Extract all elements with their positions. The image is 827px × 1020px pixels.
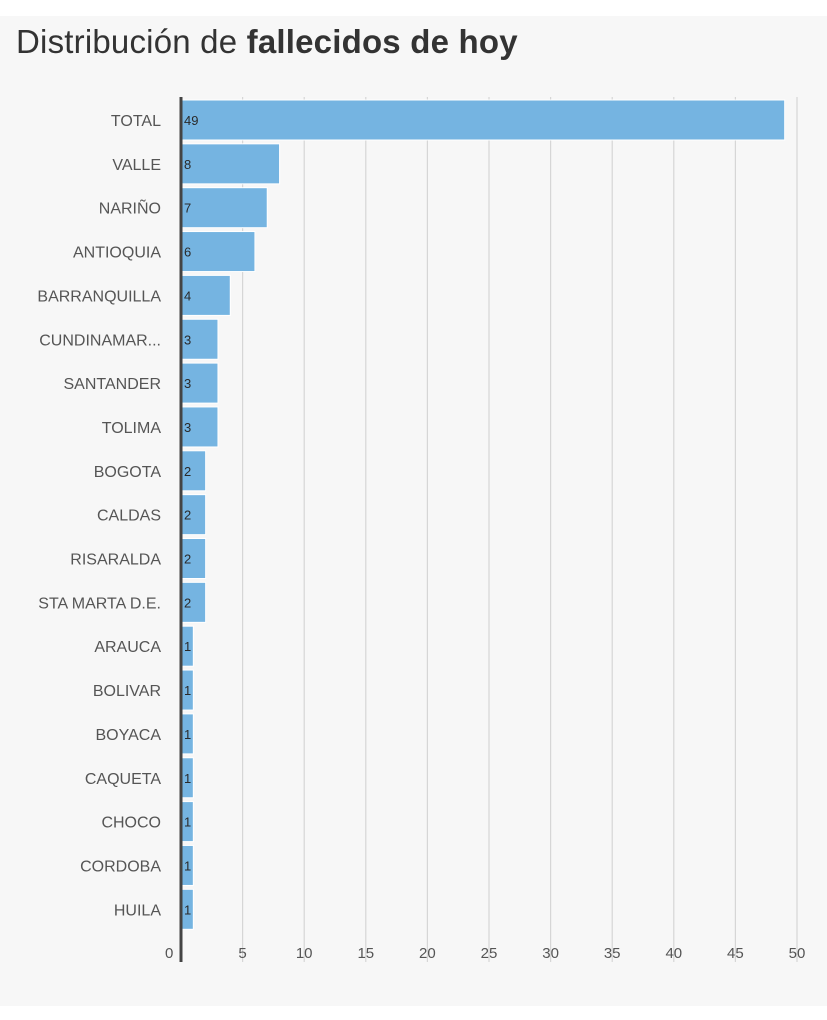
value-label-17: 1 (184, 858, 191, 873)
bar-0 (180, 99, 786, 141)
x-tick-label-0: 0 (165, 945, 173, 962)
category-label-4: BARRANQUILLA (37, 288, 161, 305)
x-tick-label-20: 20 (419, 945, 436, 962)
x-tick-label-15: 15 (357, 945, 374, 962)
value-label-11: 2 (184, 595, 191, 610)
value-label-5: 3 (184, 332, 191, 347)
grid-lines (242, 97, 798, 962)
category-label-1: VALLE (112, 157, 161, 174)
bar-6 (180, 362, 219, 404)
category-label-11: STA MARTA D.E. (38, 595, 161, 612)
value-label-2: 7 (184, 201, 191, 216)
bar-4 (180, 274, 231, 316)
category-label-12: ARAUCA (94, 639, 161, 656)
chart-title-prefix: Distribución de (16, 23, 247, 60)
category-label-5: CUNDINAMAR... (39, 332, 161, 349)
category-label-14: BOYACA (96, 727, 162, 744)
value-label-1: 8 (184, 157, 191, 172)
category-label-16: CHOCO (101, 815, 161, 832)
category-label-6: SANTANDER (64, 376, 162, 393)
chart-panel (0, 16, 827, 1006)
labels: 0 5 10 15 20 25 30 35 40 45 50 TOTAL 49 VALLE 8 NARIÑO 7… (37, 113, 805, 962)
category-label-2: NARIÑO (99, 198, 161, 218)
bars (180, 99, 786, 930)
category-label-15: CAQUETA (85, 771, 161, 788)
bar-10 (180, 538, 207, 579)
x-tick-label-45: 45 (727, 945, 744, 962)
category-label-13: BOLIVAR (93, 683, 161, 700)
value-label-9: 2 (184, 508, 191, 523)
value-label-16: 1 (184, 815, 191, 830)
value-label-8: 2 (184, 464, 191, 479)
value-label-15: 1 (184, 771, 191, 786)
category-label-18: HUILA (114, 902, 161, 919)
bar-9 (180, 494, 207, 536)
value-label-10: 2 (184, 552, 191, 567)
bar-8 (180, 450, 207, 492)
bar-3 (180, 231, 256, 273)
chart-title-bold: fallecidos de hoy (246, 23, 518, 60)
x-tick-label-30: 30 (542, 945, 559, 962)
x-tick-label-35: 35 (604, 945, 621, 962)
bar-11 (180, 581, 207, 623)
x-tick-label-10: 10 (296, 945, 313, 962)
category-label-8: BOGOTA (94, 464, 162, 481)
bar-2 (180, 187, 268, 229)
value-label-13: 1 (184, 683, 191, 698)
category-label-0: TOTAL (111, 113, 161, 130)
value-label-6: 3 (184, 376, 191, 391)
bar-5 (180, 318, 219, 360)
category-label-17: CORDOBA (80, 858, 161, 875)
x-tick-label-5: 5 (238, 945, 246, 962)
category-label-10: RISARALDA (70, 552, 161, 569)
value-label-14: 1 (184, 727, 191, 742)
value-label-7: 3 (184, 420, 191, 435)
x-tick-label-25: 25 (481, 945, 498, 962)
value-label-3: 6 (184, 245, 191, 260)
chart-title: Distribución de fallecidos de hoy (16, 22, 518, 62)
category-label-7: TOLIMA (102, 420, 162, 437)
value-label-0: 49 (184, 113, 198, 128)
bar-1 (180, 143, 281, 185)
bar-7 (180, 406, 219, 448)
x-tick-label-50: 50 (789, 945, 806, 962)
value-label-4: 4 (184, 288, 191, 303)
value-label-18: 1 (184, 902, 191, 917)
value-label-12: 1 (184, 639, 191, 654)
category-label-9: CALDAS (97, 508, 161, 525)
x-tick-label-40: 40 (665, 945, 682, 962)
category-label-3: ANTIOQUIA (73, 245, 161, 262)
